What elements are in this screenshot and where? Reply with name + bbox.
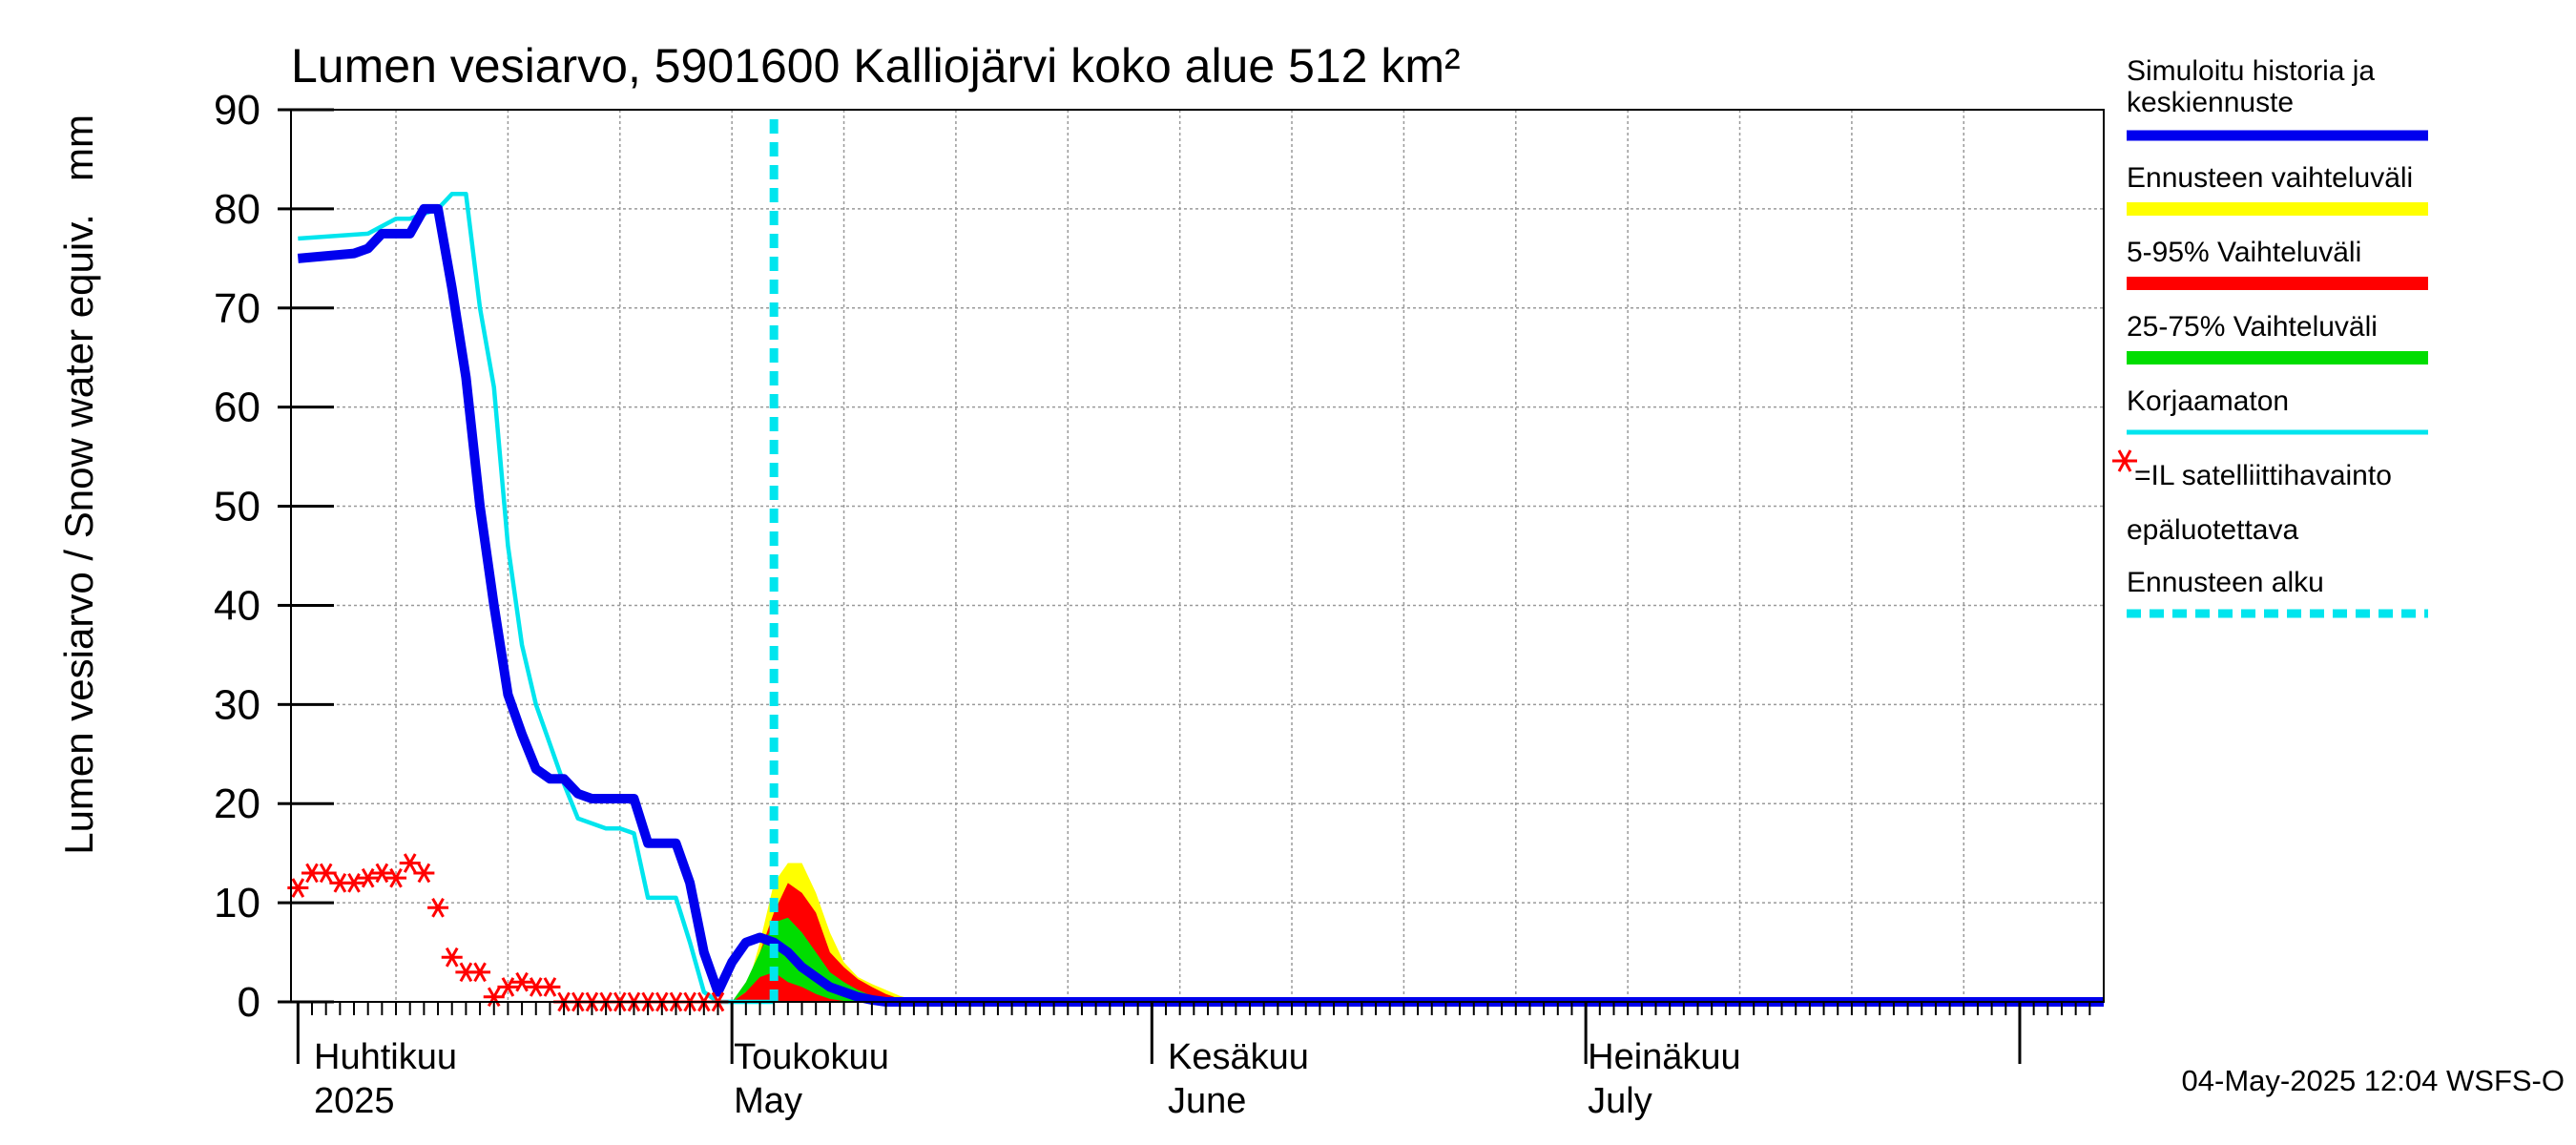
plot-border [290, 109, 2105, 1003]
plot-frame [290, 109, 2105, 1003]
y-tick-label: 10 [214, 880, 260, 926]
legend-sim-label-2: keskiennuste [2127, 87, 2294, 118]
y-tick-label: 20 [214, 781, 260, 827]
y-axis-unit: mm [56, 114, 101, 181]
forecast-bands [732, 863, 943, 1002]
satellite-point [483, 987, 505, 1008]
legend-forecast-start-label: Ennusteen alku [2127, 567, 2324, 598]
y-tick-label: 30 [214, 681, 260, 728]
series-lines [297, 119, 2104, 1007]
y-tick-label: 80 [214, 186, 260, 233]
satellite-point [441, 947, 463, 968]
legend-satellite-label-2: epäluotettava [2127, 514, 2298, 546]
y-axis-label: Lumen vesiarvo / Snow water equiv. [56, 214, 101, 855]
y-axis: 0 10 20 30 40 50 60 70 80 90 [214, 87, 334, 1026]
y-tick-label: 40 [214, 582, 260, 629]
satellite-point [385, 867, 407, 888]
month-label-fi: Kesäkuu [1168, 1037, 1309, 1077]
y-tick-label: 0 [238, 979, 260, 1026]
satellite-point [371, 863, 393, 884]
satellite-point [399, 853, 421, 873]
satellite-point [315, 863, 337, 884]
satellite-point [539, 977, 561, 997]
month-label-en: June [1168, 1081, 1246, 1121]
month-label-fi: Heinäkuu [1588, 1037, 1741, 1077]
satellite-point [357, 867, 379, 888]
y-tick-label: 50 [214, 484, 260, 531]
y-tick-label: 90 [214, 87, 260, 134]
satellite-point [427, 897, 449, 918]
band-25-75-vaihteluv-li [732, 917, 943, 1002]
satellite-point [497, 977, 519, 997]
footer-timestamp: 04-May-2025 12:04 WSFS-O [2182, 1064, 2565, 1097]
satellite-point [343, 873, 365, 893]
grid [291, 109, 2104, 1002]
month-label-en: July [1588, 1081, 1652, 1121]
satellite-point [469, 962, 491, 983]
simulated-line [297, 203, 2104, 1007]
legend-range-label: Ennusteen vaihteluväli [2127, 162, 2413, 194]
legend: Simuloitu historia ja keskiennuste Ennus… [2112, 55, 2428, 618]
satellite-point [413, 863, 435, 884]
y-tick-label: 70 [214, 285, 260, 332]
legend-p25-75-label: 25-75% Vaihteluväli [2127, 311, 2378, 343]
legend-satellite-label-1: =IL satelliittihavainto [2134, 460, 2392, 491]
month-label-en: May [734, 1081, 802, 1121]
month-label-en: 2025 [314, 1081, 395, 1121]
y-tick-label: 60 [214, 385, 260, 431]
satellite-point [511, 971, 533, 992]
legend-asterisk-icon [2112, 449, 2137, 472]
legend-p5-95-label: 5-95% Vaihteluväli [2127, 237, 2361, 268]
month-label-fi: Toukokuu [734, 1037, 889, 1077]
chart-title: Lumen vesiarvo, 5901600 Kalliojärvi koko… [291, 39, 1461, 93]
month-label-fi: Huhtikuu [314, 1037, 457, 1077]
legend-uncorrected-label: Korjaamaton [2127, 385, 2289, 417]
legend-sim-label-1: Simuloitu historia ja [2127, 55, 2375, 87]
